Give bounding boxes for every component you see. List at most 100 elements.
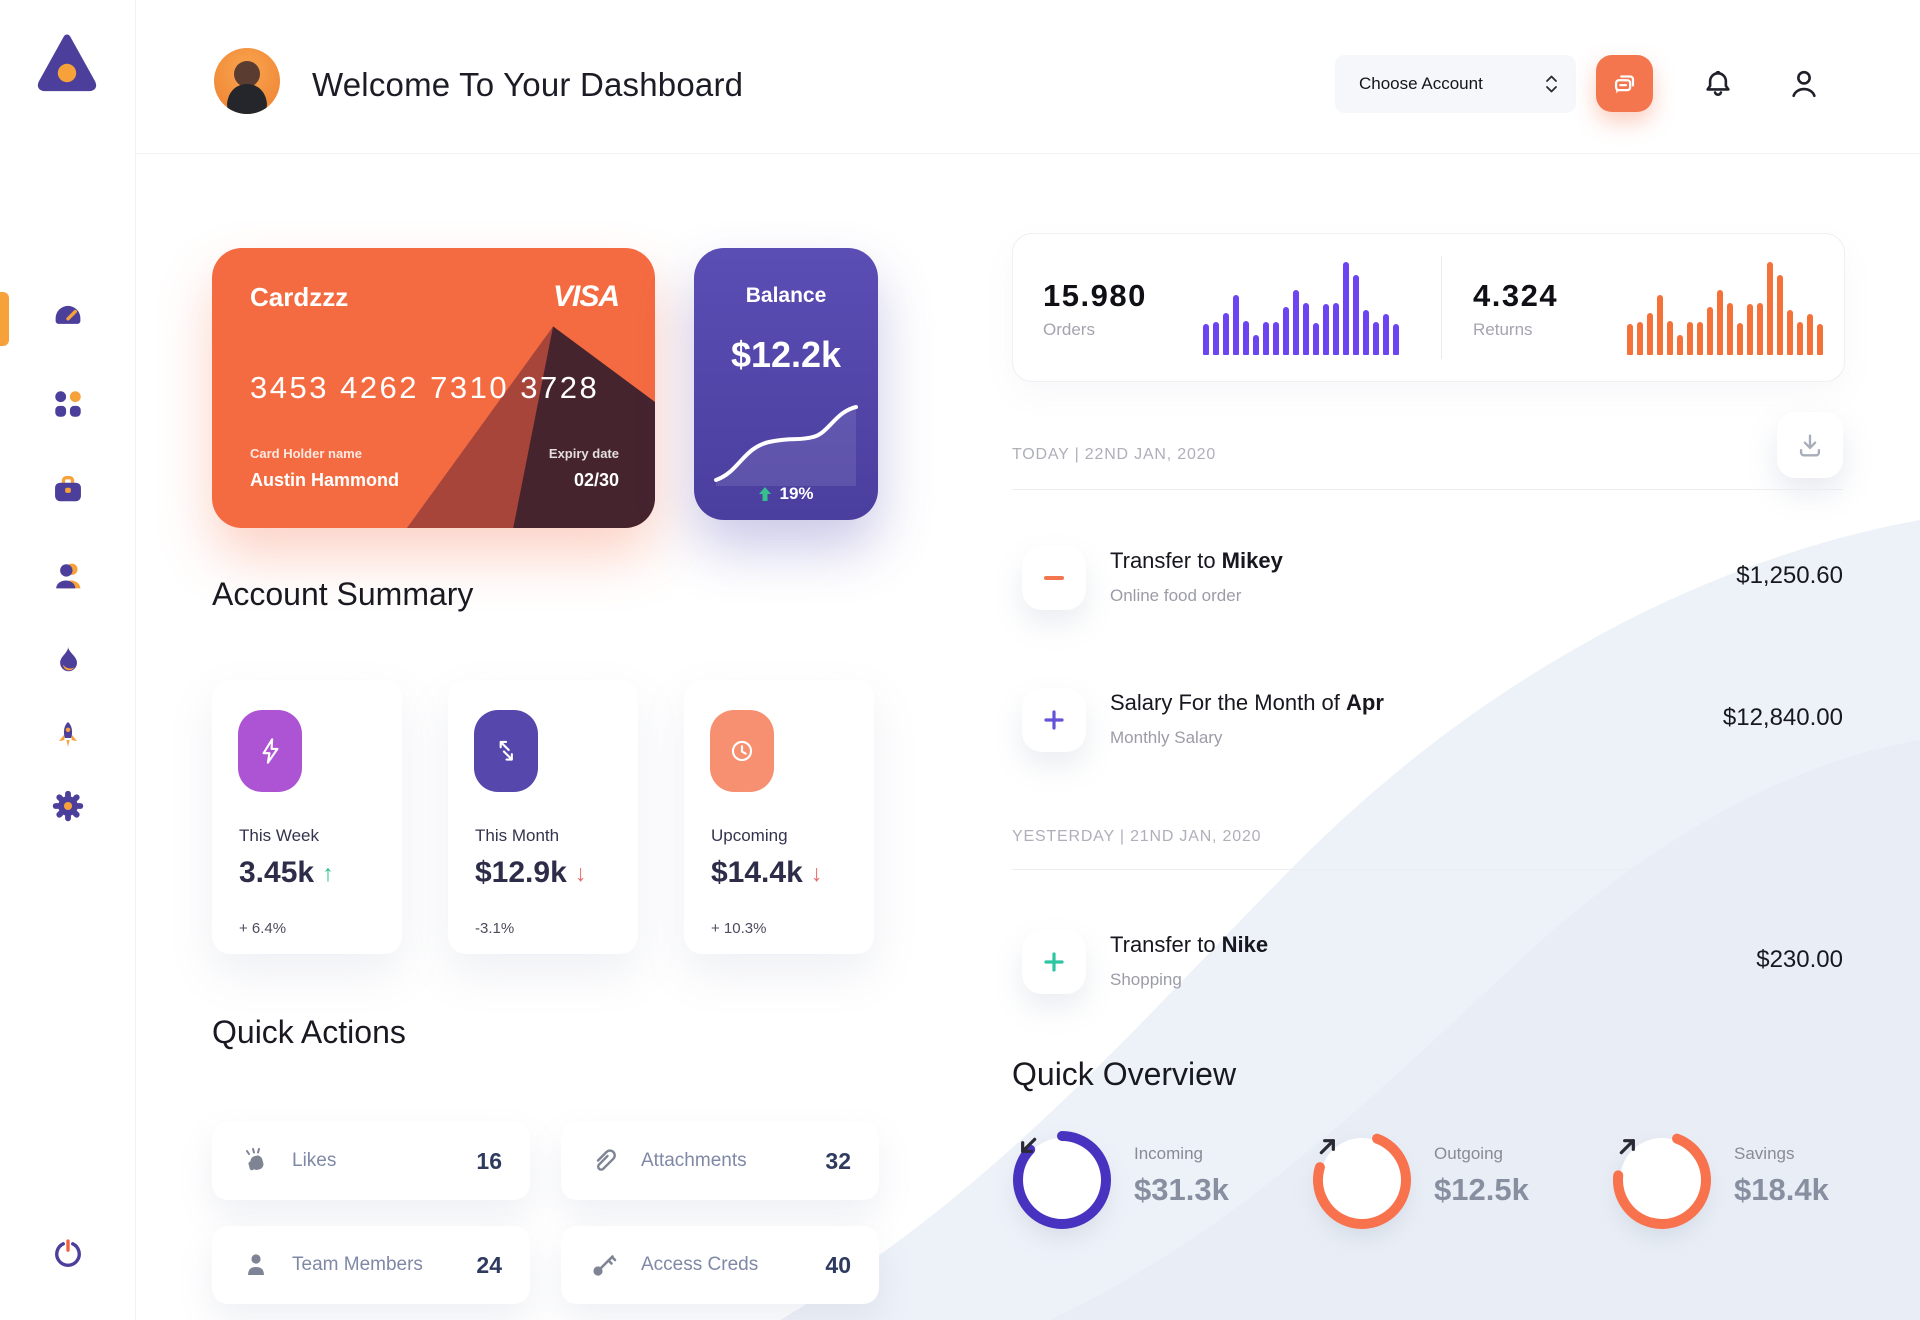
sidebar-item-dashboard[interactable] (0, 298, 135, 334)
profile-button[interactable] (1786, 66, 1822, 102)
active-nav-indicator (0, 292, 9, 346)
arrow-up-icon (759, 487, 772, 501)
transaction-amount: $1,250.60 (1736, 562, 1843, 589)
logo-triangle (37, 34, 97, 92)
card-number: 3453 4262 7310 3728 (250, 370, 600, 405)
user-icon (55, 563, 80, 589)
flame-icon (59, 646, 77, 672)
overview-value: $12.5k (1434, 1172, 1529, 1207)
member-icon (248, 1254, 264, 1275)
summary-value: $14.4k ↓ (711, 856, 823, 889)
transaction-subtitle: Shopping (1110, 970, 1182, 989)
quick-action-likes[interactable]: Likes 16 (212, 1122, 530, 1200)
plus-icon (1022, 930, 1086, 994)
sidebar-item-team[interactable] (0, 558, 135, 594)
yesterday-section-header: YESTERDAY | 21ND JAN, 2020 (1012, 828, 1262, 845)
overview-label: Incoming (1134, 1144, 1203, 1163)
transaction-amount: $230.00 (1756, 946, 1843, 973)
gear-icon (52, 790, 83, 822)
trend-up-arrow: ↑ (322, 859, 334, 886)
logo-dot (57, 63, 77, 83)
quick-action-attachments[interactable]: Attachments 32 (561, 1122, 879, 1200)
quick-action-count: 16 (476, 1147, 502, 1174)
overview-savings: Savings $18.4k (1612, 1130, 1912, 1240)
overview-outgoing: Outgoing $12.5k (1312, 1130, 1612, 1240)
overview-label: Savings (1734, 1144, 1795, 1163)
key-icon (593, 1255, 617, 1276)
quick-action-count: 40 (825, 1251, 851, 1278)
quick-action-access-creds[interactable]: Access Creds 40 (561, 1226, 879, 1304)
quick-action-label: Likes (292, 1150, 337, 1171)
chat-bubbles-icon (1614, 74, 1634, 93)
card-holder-name: Austin Hammond (250, 470, 400, 490)
balance-change: 19% (694, 484, 878, 504)
account-select-label: Choose Account (1359, 74, 1483, 93)
summary-value: 3.45k ↑ (239, 856, 334, 889)
transaction-subtitle: Online food order (1110, 586, 1242, 605)
overview-value: $31.3k (1134, 1172, 1229, 1207)
paperclip-icon (596, 1149, 616, 1171)
arrows-icon (474, 710, 538, 792)
divider (1012, 489, 1843, 490)
summary-delta: -3.1% (475, 920, 515, 937)
card-expiry: 02/30 (573, 470, 619, 490)
trend-down-arrow: ↓ (810, 859, 823, 886)
overview-label: Outgoing (1434, 1144, 1503, 1163)
orders-label: Orders (1043, 320, 1095, 339)
account-summary-title: Account Summary (212, 576, 474, 612)
quick-action-count: 24 (476, 1251, 502, 1278)
divider (1012, 869, 1843, 870)
notifications-button[interactable] (1700, 66, 1736, 102)
returns-value: 4.324 (1473, 278, 1559, 313)
quick-action-label: Access Creds (641, 1254, 759, 1275)
download-button[interactable] (1777, 412, 1843, 478)
sidebar-item-apps[interactable] (0, 386, 135, 422)
sidebar-item-trending[interactable] (0, 642, 135, 678)
plus-icon (1022, 688, 1086, 752)
balance-value: $12.2k (730, 334, 842, 375)
arrow-up-right-icon (1319, 1139, 1335, 1155)
savings-donut (1612, 1130, 1712, 1230)
overview-value: $18.4k (1734, 1172, 1829, 1207)
summary-value: $12.9k ↓ (475, 856, 587, 889)
transaction-subtitle: Monthly Salary (1110, 728, 1223, 747)
quick-action-team-members[interactable]: Team Members 24 (212, 1226, 530, 1304)
grid-dots-icon (54, 391, 81, 417)
sidebar-item-portfolio[interactable] (0, 472, 135, 508)
page-title: Welcome To Your Dashboard (312, 66, 744, 103)
app-logo (35, 30, 99, 94)
account-select[interactable]: Choose Account (1335, 55, 1576, 113)
rocket-icon (58, 721, 77, 747)
sidebar-item-launch[interactable] (0, 718, 135, 754)
transaction-title: Transfer to Mikey (1110, 548, 1283, 573)
user-avatar[interactable] (214, 48, 280, 114)
card-name: Cardzzz (250, 282, 349, 312)
person-icon (1792, 70, 1816, 98)
transaction-title: Salary For the Month of Apr (1110, 690, 1384, 715)
summary-card-this-month: This Month $12.9k ↓ -3.1% (448, 680, 638, 954)
transaction-row-mikey[interactable]: Transfer to Mikey Online food order $1,2… (1012, 546, 1843, 616)
overview-incoming: Incoming $31.3k (1012, 1130, 1312, 1240)
sidebar-item-settings[interactable] (0, 788, 135, 824)
sidebar-item-logout[interactable] (0, 1236, 135, 1272)
orders-bar-chart (1203, 262, 1403, 355)
summary-label: This Month (475, 826, 560, 845)
orders-value: 15.980 (1043, 278, 1147, 313)
returns-bar-chart (1627, 262, 1827, 355)
quick-action-label: Team Members (292, 1254, 423, 1275)
card-holder-label: Card Holder name (250, 446, 362, 461)
speedometer-icon (55, 305, 80, 324)
summary-label: Upcoming (711, 826, 788, 845)
chevron-updown-icon (1546, 75, 1557, 93)
summary-card-upcoming: Upcoming $14.4k ↓ + 10.3% (684, 680, 874, 954)
transaction-row-nike[interactable]: Transfer to Nike Shopping $230.00 (1012, 930, 1843, 1000)
clock-icon (710, 710, 774, 792)
arrow-up-right-icon (1619, 1139, 1635, 1155)
quick-actions-title: Quick Actions (212, 1014, 406, 1050)
transaction-row-salary[interactable]: Salary For the Month of Apr Monthly Sala… (1012, 688, 1843, 758)
returns-label: Returns (1473, 320, 1533, 339)
download-icon (1799, 434, 1821, 457)
chat-button[interactable] (1596, 55, 1653, 112)
trend-down-arrow: ↓ (574, 859, 587, 886)
today-section-header: TODAY | 22ND JAN, 2020 (1012, 446, 1217, 463)
